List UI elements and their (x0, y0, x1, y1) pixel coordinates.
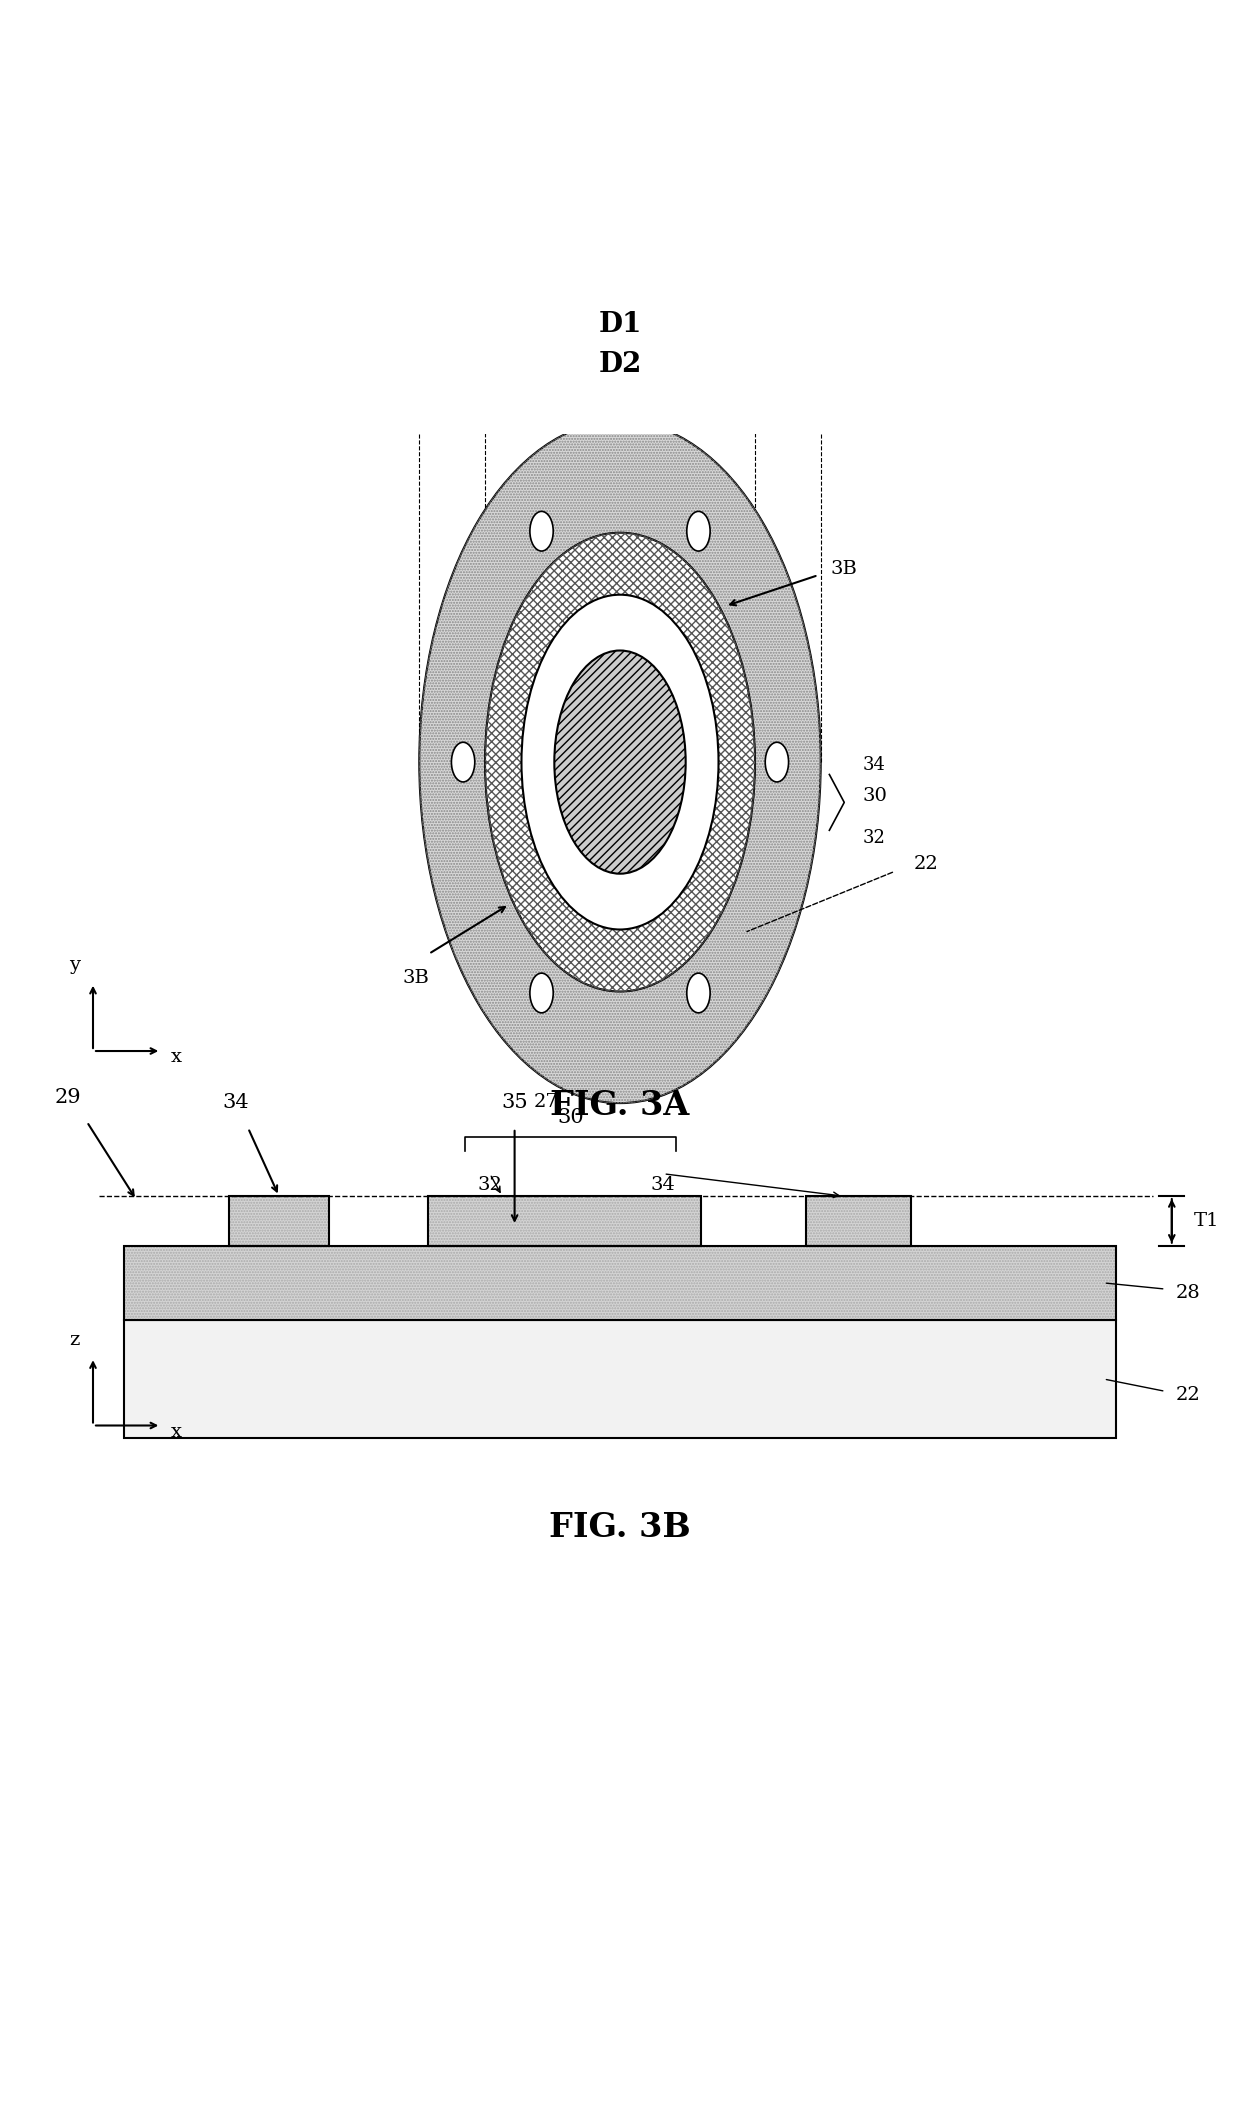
Text: 34: 34 (222, 1094, 249, 1112)
Bar (229, 1197, 329, 1245)
Text: 3B: 3B (831, 560, 858, 577)
Text: 3B: 3B (403, 969, 430, 986)
Text: FIG. 3B: FIG. 3B (549, 1511, 691, 1544)
Text: 35: 35 (501, 1094, 528, 1112)
Bar (124, 1245, 1116, 1321)
Bar (806, 1197, 911, 1245)
Bar (806, 1197, 911, 1245)
Text: y: y (69, 957, 79, 973)
Text: x: x (171, 1047, 182, 1066)
Bar (124, 1321, 1116, 1437)
Bar (428, 1197, 701, 1245)
Bar (124, 1245, 1116, 1321)
Text: 30: 30 (863, 788, 888, 805)
Bar (428, 1197, 701, 1245)
Bar (428, 1197, 701, 1245)
Bar (229, 1197, 329, 1245)
Text: 28: 28 (1176, 1283, 1200, 1302)
Ellipse shape (687, 973, 711, 1013)
Ellipse shape (451, 742, 475, 782)
Ellipse shape (554, 651, 686, 874)
Bar (806, 1197, 911, 1245)
Text: 30: 30 (557, 1108, 584, 1127)
Text: x: x (171, 1422, 182, 1441)
Text: D1: D1 (599, 312, 641, 337)
Text: 29: 29 (55, 1087, 82, 1106)
Text: T1: T1 (1194, 1212, 1220, 1230)
Ellipse shape (485, 533, 755, 992)
Text: 34: 34 (651, 1176, 676, 1195)
Text: 34: 34 (863, 756, 885, 773)
Text: 28: 28 (620, 799, 645, 815)
Bar (229, 1197, 329, 1245)
Text: FIG. 3A: FIG. 3A (551, 1089, 689, 1123)
Ellipse shape (765, 742, 789, 782)
Ellipse shape (687, 512, 711, 552)
Ellipse shape (529, 512, 553, 552)
Text: 27: 27 (533, 1094, 558, 1110)
Text: 32: 32 (477, 1176, 502, 1195)
Text: z: z (69, 1332, 79, 1348)
Text: 22: 22 (914, 855, 939, 874)
Ellipse shape (522, 594, 718, 929)
Bar (124, 1245, 1116, 1321)
Ellipse shape (529, 973, 553, 1013)
Text: D2: D2 (599, 350, 641, 377)
Ellipse shape (419, 421, 821, 1104)
Text: 32: 32 (863, 828, 885, 847)
Text: 22: 22 (1176, 1386, 1200, 1403)
